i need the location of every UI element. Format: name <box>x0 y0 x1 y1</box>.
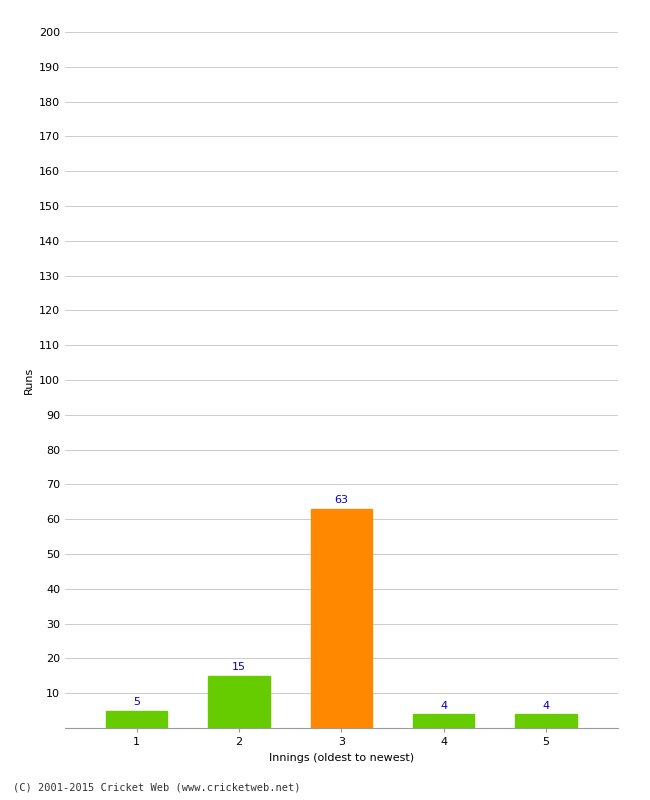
Bar <box>311 509 372 728</box>
Bar <box>515 714 577 728</box>
Text: (C) 2001-2015 Cricket Web (www.cricketweb.net): (C) 2001-2015 Cricket Web (www.cricketwe… <box>13 782 300 792</box>
Text: 15: 15 <box>232 662 246 672</box>
Text: 4: 4 <box>542 701 549 710</box>
Y-axis label: Runs: Runs <box>23 366 33 394</box>
X-axis label: Innings (oldest to newest): Innings (oldest to newest) <box>268 753 414 762</box>
Bar <box>208 676 270 728</box>
Bar <box>106 710 167 728</box>
Text: 4: 4 <box>440 701 447 710</box>
Bar <box>413 714 474 728</box>
Text: 63: 63 <box>334 495 348 506</box>
Text: 5: 5 <box>133 697 140 707</box>
